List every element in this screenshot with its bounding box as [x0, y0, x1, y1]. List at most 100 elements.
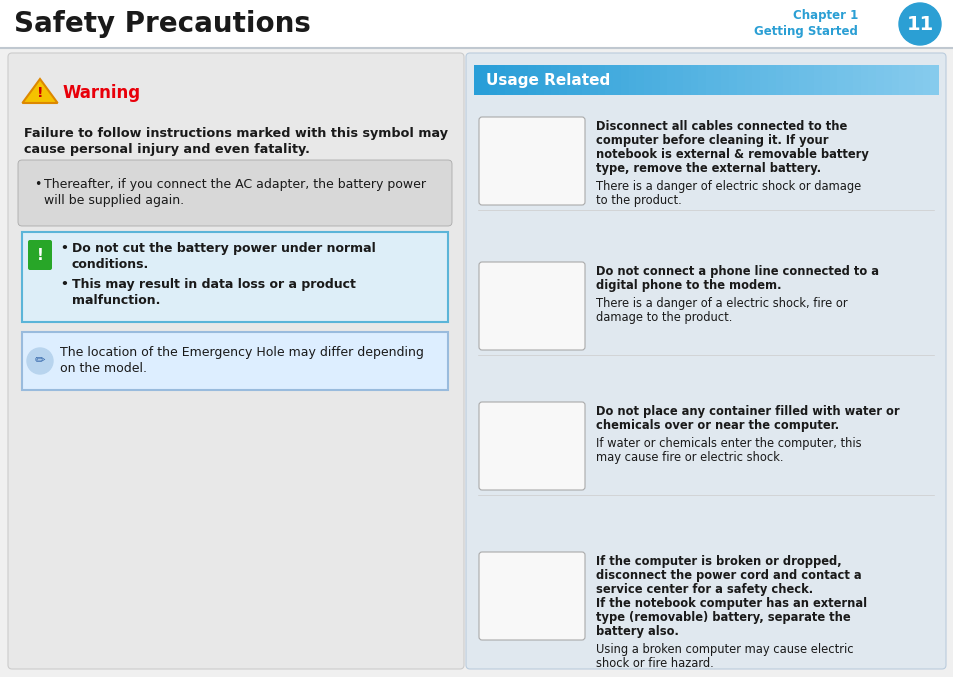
Bar — [837, 65, 845, 95]
Bar — [782, 65, 791, 95]
Bar — [605, 65, 614, 95]
FancyBboxPatch shape — [28, 240, 52, 270]
Bar — [504, 65, 513, 95]
Text: There is a danger of electric shock or damage: There is a danger of electric shock or d… — [596, 180, 861, 193]
Text: battery also.: battery also. — [596, 625, 679, 638]
Bar — [536, 65, 544, 95]
Text: Disconnect all cables connected to the: Disconnect all cables connected to the — [596, 120, 846, 133]
Text: Safety Precautions: Safety Precautions — [14, 10, 311, 38]
Bar — [651, 65, 659, 95]
Text: If the notebook computer has an external: If the notebook computer has an external — [596, 597, 866, 610]
Bar — [767, 65, 776, 95]
Bar — [628, 65, 637, 95]
Bar — [659, 65, 668, 95]
Bar — [713, 65, 721, 95]
Text: 11: 11 — [905, 14, 933, 33]
Text: This may result in data loss or a product: This may result in data loss or a produc… — [71, 278, 355, 291]
Circle shape — [27, 348, 53, 374]
Bar — [899, 65, 907, 95]
Bar — [805, 65, 815, 95]
FancyBboxPatch shape — [465, 53, 945, 669]
Bar — [497, 65, 505, 95]
Bar — [690, 65, 699, 95]
Bar — [574, 65, 582, 95]
Bar — [867, 65, 876, 95]
Bar — [698, 65, 706, 95]
Bar — [790, 65, 799, 95]
Bar — [821, 65, 830, 95]
Text: type (removable) battery, separate the: type (removable) battery, separate the — [596, 611, 850, 624]
Bar — [0, 0, 953, 48]
Text: !: ! — [36, 248, 44, 263]
Text: !: ! — [37, 85, 43, 100]
Text: on the model.: on the model. — [60, 362, 147, 375]
FancyBboxPatch shape — [478, 117, 584, 205]
Bar — [720, 65, 729, 95]
Bar — [613, 65, 621, 95]
Text: malfunction.: malfunction. — [71, 294, 160, 307]
Bar — [844, 65, 853, 95]
Bar — [744, 65, 753, 95]
Bar — [860, 65, 868, 95]
Bar — [752, 65, 760, 95]
Bar — [474, 65, 482, 95]
Bar — [481, 65, 490, 95]
Bar — [589, 65, 598, 95]
FancyBboxPatch shape — [8, 53, 463, 669]
Text: There is a danger of a electric shock, fire or: There is a danger of a electric shock, f… — [596, 297, 846, 310]
FancyBboxPatch shape — [478, 552, 584, 640]
Text: Thereafter, if you connect the AC adapter, the battery power: Thereafter, if you connect the AC adapte… — [44, 178, 426, 191]
Text: Using a broken computer may cause electric: Using a broken computer may cause electr… — [596, 643, 853, 656]
Bar — [543, 65, 552, 95]
Bar — [512, 65, 521, 95]
FancyBboxPatch shape — [478, 262, 584, 350]
Bar — [598, 65, 606, 95]
Bar — [489, 65, 497, 95]
Bar — [551, 65, 559, 95]
Text: cause personal injury and even fatality.: cause personal injury and even fatality. — [24, 143, 310, 156]
Bar — [643, 65, 652, 95]
Text: damage to the product.: damage to the product. — [596, 311, 732, 324]
Bar — [914, 65, 923, 95]
Text: Getting Started: Getting Started — [753, 26, 857, 39]
Text: If the computer is broken or dropped,: If the computer is broken or dropped, — [596, 555, 841, 568]
Text: Do not connect a phone line connected to a: Do not connect a phone line connected to… — [596, 265, 878, 278]
Bar — [798, 65, 806, 95]
Bar — [581, 65, 590, 95]
Bar — [829, 65, 838, 95]
Text: •: • — [60, 278, 68, 291]
Text: service center for a safety check.: service center for a safety check. — [596, 583, 812, 596]
Text: conditions.: conditions. — [71, 258, 149, 271]
Text: shock or fire hazard.: shock or fire hazard. — [596, 657, 713, 670]
Text: will be supplied again.: will be supplied again. — [44, 194, 184, 207]
Text: type, remove the external battery.: type, remove the external battery. — [596, 162, 821, 175]
Bar — [775, 65, 783, 95]
Bar — [675, 65, 683, 95]
Bar — [667, 65, 676, 95]
Text: Chapter 1: Chapter 1 — [792, 9, 857, 22]
Text: If water or chemicals enter the computer, this: If water or chemicals enter the computer… — [596, 437, 861, 450]
Bar — [929, 65, 938, 95]
Polygon shape — [22, 79, 57, 103]
Text: Failure to follow instructions marked with this symbol may: Failure to follow instructions marked wi… — [24, 127, 448, 140]
Text: •: • — [60, 242, 68, 255]
Circle shape — [898, 3, 940, 45]
Bar — [620, 65, 629, 95]
Bar — [566, 65, 575, 95]
Text: Usage Related: Usage Related — [485, 72, 610, 87]
Text: may cause fire or electric shock.: may cause fire or electric shock. — [596, 451, 782, 464]
Bar — [875, 65, 884, 95]
Bar — [891, 65, 900, 95]
FancyBboxPatch shape — [22, 332, 448, 390]
Bar — [906, 65, 915, 95]
FancyBboxPatch shape — [18, 160, 452, 226]
Text: •: • — [34, 178, 41, 191]
FancyBboxPatch shape — [22, 232, 448, 322]
Text: digital phone to the modem.: digital phone to the modem. — [596, 279, 781, 292]
Bar — [814, 65, 822, 95]
Bar — [558, 65, 567, 95]
Text: disconnect the power cord and contact a: disconnect the power cord and contact a — [596, 569, 861, 582]
Text: computer before cleaning it. If your: computer before cleaning it. If your — [596, 134, 827, 147]
Bar — [852, 65, 861, 95]
Bar — [760, 65, 768, 95]
